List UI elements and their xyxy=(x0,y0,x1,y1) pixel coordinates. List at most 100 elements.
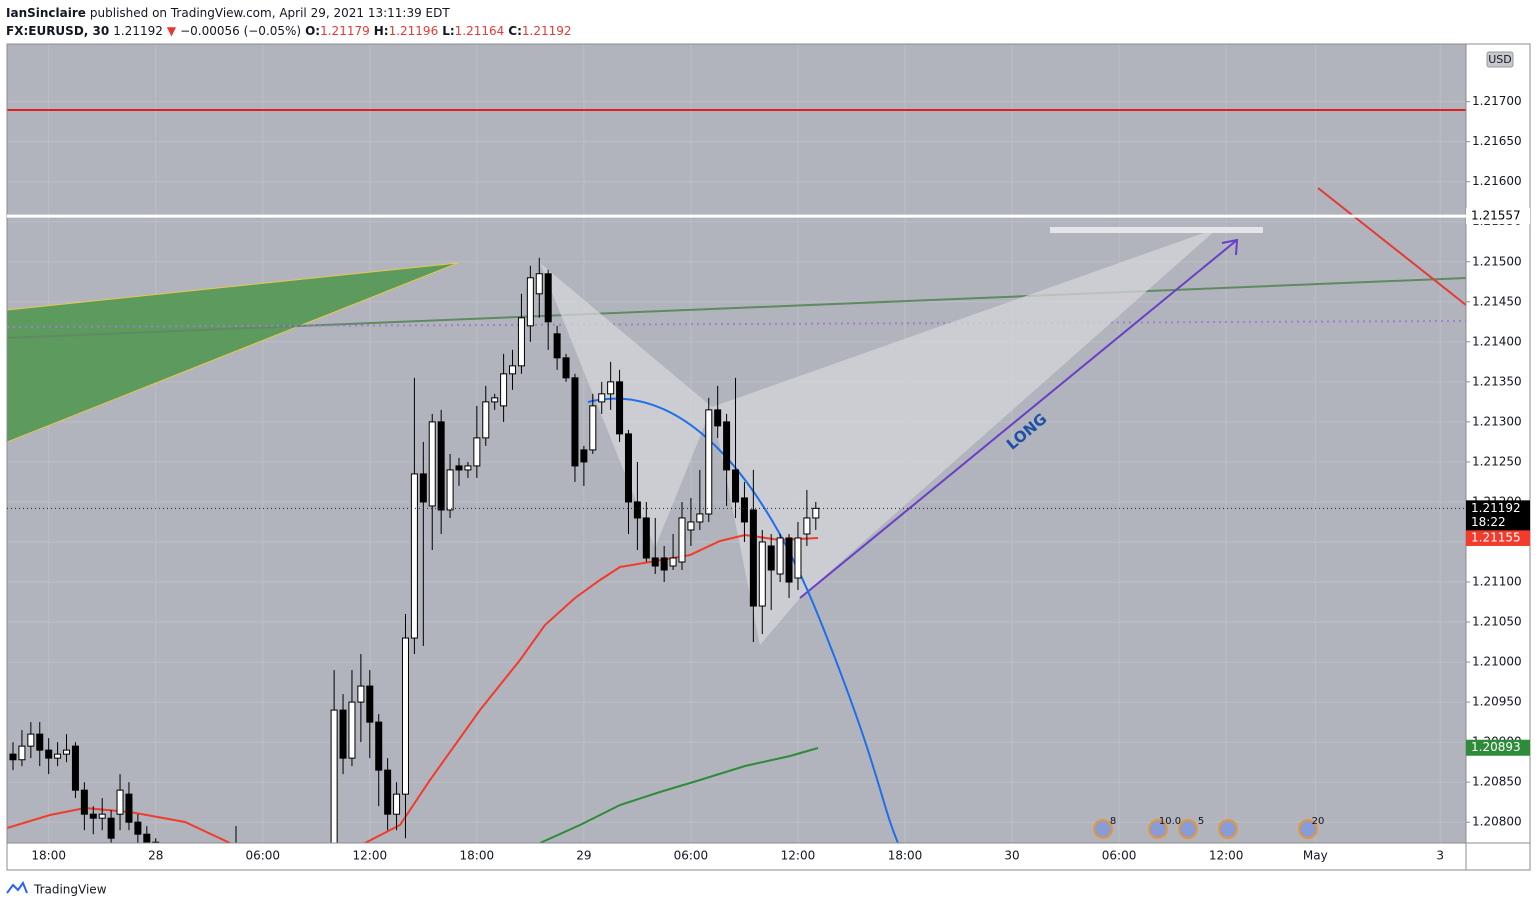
ma-slow-label-bg xyxy=(1466,739,1530,756)
candle-body xyxy=(473,437,481,467)
candle-body xyxy=(517,317,525,367)
y-tick-label: 1.21450 xyxy=(1472,294,1522,308)
candle-body xyxy=(803,517,811,535)
candle-body xyxy=(89,813,97,819)
candle-body xyxy=(607,381,615,395)
long-arrow xyxy=(799,239,1238,599)
h-label: H: xyxy=(373,24,389,38)
candle-body xyxy=(215,862,221,866)
candle-body xyxy=(63,749,71,755)
currency-box xyxy=(1486,51,1514,68)
candle-body xyxy=(9,753,17,761)
last: 1.21192 xyxy=(113,24,163,38)
candle-body xyxy=(304,862,310,866)
c: 1.21192 xyxy=(521,24,572,38)
candle-body xyxy=(732,469,740,503)
candle-body xyxy=(509,365,517,375)
candle-body xyxy=(785,537,793,583)
candle-body xyxy=(45,749,53,759)
pattern-bcd xyxy=(712,228,1218,645)
candle-body xyxy=(580,449,588,463)
event-count: 8 xyxy=(1110,816,1116,827)
candle-body xyxy=(705,409,713,515)
candle-body xyxy=(455,465,463,471)
candle-body xyxy=(723,421,731,471)
l-label: L: xyxy=(442,24,455,38)
change: −0.00056 (−0.05%) xyxy=(180,24,302,38)
candle-body xyxy=(27,733,35,747)
candle-body xyxy=(491,397,499,403)
pattern-xab xyxy=(540,263,712,548)
y-tick-label: 1.21250 xyxy=(1472,454,1522,468)
candle-body xyxy=(437,421,445,511)
arrow-head xyxy=(1221,238,1239,256)
candle-body xyxy=(278,886,284,890)
candle-body xyxy=(642,517,650,559)
event-icon xyxy=(1148,819,1168,839)
x-tick-label: 30 xyxy=(1004,849,1019,863)
y-tick-label: 1.21300 xyxy=(1472,414,1522,428)
candle-body xyxy=(375,721,383,771)
candle-body xyxy=(633,501,641,519)
ma-fast-label: 1.21155 xyxy=(1471,530,1521,544)
x-tick-label: 28 xyxy=(148,849,163,863)
event-icon xyxy=(1178,819,1198,839)
candle-body xyxy=(651,557,659,567)
drawings xyxy=(7,109,1466,843)
author: IanSinclaire xyxy=(6,6,86,20)
candle-body xyxy=(54,753,62,759)
y-tick-label: 1.20800 xyxy=(1472,815,1522,829)
y-tick-label: 1.21650 xyxy=(1472,134,1522,148)
candle-body xyxy=(535,273,543,295)
candle-body xyxy=(171,878,177,886)
y-tick-label: 1.21400 xyxy=(1472,334,1522,348)
y-tick-label: 1.20950 xyxy=(1472,695,1522,709)
event-icon xyxy=(1218,819,1238,839)
level-label: 1.21557 xyxy=(1471,209,1521,223)
candle-body xyxy=(80,789,88,815)
ma-fast-line xyxy=(364,533,819,843)
candle-body xyxy=(616,381,624,435)
x-tick-label: 12:00 xyxy=(781,849,816,863)
y-tick-label: 1.21600 xyxy=(1472,174,1522,188)
candle-body xyxy=(794,537,802,579)
candle-body xyxy=(482,401,490,439)
red-trend xyxy=(1317,187,1466,306)
x-tick-label: 3 xyxy=(1436,849,1444,863)
candle-body xyxy=(339,709,347,759)
candle-body xyxy=(553,333,561,359)
candle-body xyxy=(464,465,472,471)
candle-body xyxy=(233,862,239,870)
c-label: C: xyxy=(508,24,522,38)
brand: TradingView xyxy=(33,883,107,897)
candle-body xyxy=(179,882,185,886)
candle-body xyxy=(740,497,748,523)
candle-body xyxy=(260,886,266,894)
header: IanSinclaire published on TradingView.com… xyxy=(6,4,576,40)
candle-body xyxy=(562,357,570,379)
y-tick-label: 1.21100 xyxy=(1472,575,1522,589)
level-label-bg xyxy=(1466,208,1530,225)
target-zone xyxy=(1050,227,1263,233)
candle-body xyxy=(322,854,328,858)
candle-body xyxy=(197,870,203,878)
arrow: ▼ xyxy=(166,24,177,38)
symbol: FX:EURUSD, 30 xyxy=(6,24,110,38)
arc xyxy=(587,397,899,843)
x-tick-label: 18:00 xyxy=(460,849,495,863)
candle-body xyxy=(401,637,409,795)
candle-body xyxy=(696,513,704,523)
last-price-label-bg xyxy=(1466,500,1530,531)
y-tick-label: 1.20850 xyxy=(1472,775,1522,789)
green-wedge xyxy=(7,262,459,443)
o: 1.21179 xyxy=(320,24,370,38)
y-tick-label: 1.21050 xyxy=(1472,615,1522,629)
published: published on TradingView.com, April 29, … xyxy=(89,6,450,20)
event-count: 10.0 xyxy=(1159,816,1181,827)
candle-body xyxy=(571,377,579,467)
candle-body xyxy=(295,866,301,878)
candle-body xyxy=(18,745,26,761)
y-tick-label: 1.21700 xyxy=(1472,94,1522,108)
candle-body xyxy=(419,473,427,503)
